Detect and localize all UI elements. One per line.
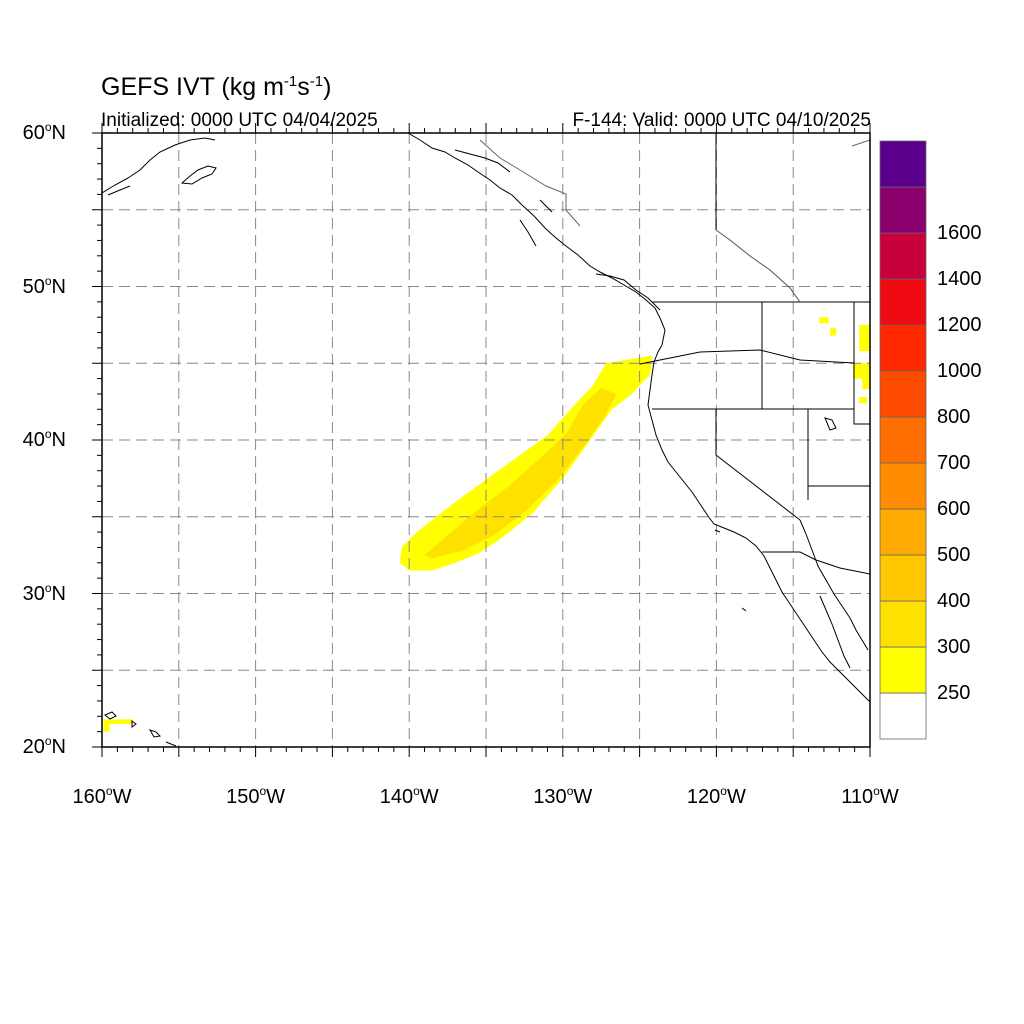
colorbar-label: 800 bbox=[937, 406, 971, 428]
lat-label: 50oN bbox=[22, 273, 66, 298]
ivt-plume-core bbox=[424, 387, 617, 559]
ivt-patch bbox=[853, 363, 870, 390]
valid-time-label: F-144: Valid: 0000 UTC 04/10/2025 bbox=[572, 110, 871, 131]
colorbar-label: 1000 bbox=[937, 360, 982, 382]
lat-label: 60oN bbox=[22, 120, 66, 144]
colorbar-label: 500 bbox=[937, 544, 971, 566]
lat-lon-grid bbox=[102, 133, 870, 747]
lat-label: 40oN bbox=[22, 427, 66, 451]
axis-ticks bbox=[92, 123, 871, 757]
ivt-patch bbox=[819, 317, 829, 324]
lon-label: 110oW bbox=[841, 784, 899, 808]
ivt-patch bbox=[859, 324, 870, 351]
colorbar-label: 700 bbox=[937, 452, 971, 474]
lon-label: 160oW bbox=[72, 784, 132, 808]
lon-label: 120oW bbox=[686, 784, 746, 808]
init-time-label: Initialized: 0000 UTC 04/04/2025 bbox=[101, 110, 378, 131]
ivt-patch bbox=[103, 719, 133, 732]
colorbar-label: 300 bbox=[937, 636, 971, 658]
colorbar-label: 1600 bbox=[937, 222, 982, 244]
colorbar-label: 1200 bbox=[937, 314, 982, 336]
chart-title: GEFS IVT (kg m-1s-1) bbox=[101, 73, 332, 101]
ivt-patch bbox=[830, 327, 837, 336]
colorbar-label: 250 bbox=[937, 682, 971, 704]
colorbar-label: 1400 bbox=[937, 268, 982, 290]
ivt-patch bbox=[859, 397, 867, 404]
lon-label: 130oW bbox=[533, 784, 593, 808]
lon-label: 150oW bbox=[226, 784, 286, 808]
lon-label: 140oW bbox=[379, 784, 439, 808]
lat-label: 30oN bbox=[22, 580, 66, 605]
colorbar-label: 400 bbox=[937, 590, 971, 612]
coastlines-borders bbox=[102, 133, 870, 747]
lat-label: 20oN bbox=[22, 734, 66, 758]
colorbar-label: 600 bbox=[937, 498, 971, 520]
